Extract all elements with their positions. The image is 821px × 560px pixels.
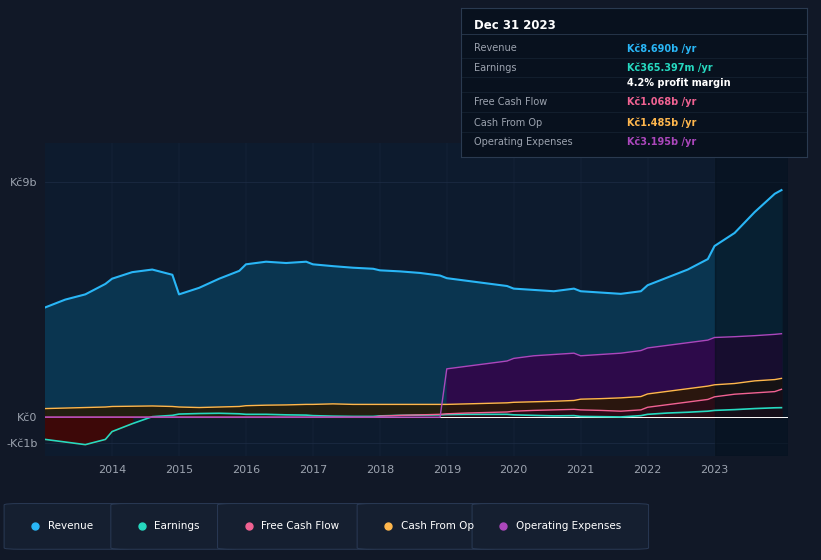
Bar — [714, 143, 788, 456]
Text: Kč3.195b /yr: Kč3.195b /yr — [627, 137, 696, 147]
FancyBboxPatch shape — [111, 503, 238, 549]
Text: Kč1.485b /yr: Kč1.485b /yr — [627, 118, 696, 128]
Text: Cash From Op: Cash From Op — [401, 521, 474, 531]
Text: Free Cash Flow: Free Cash Flow — [261, 521, 339, 531]
Text: Free Cash Flow: Free Cash Flow — [475, 97, 548, 107]
Text: Cash From Op: Cash From Op — [475, 118, 543, 128]
FancyBboxPatch shape — [472, 503, 649, 549]
Text: Operating Expenses: Operating Expenses — [516, 521, 621, 531]
Text: Kč365.397m /yr: Kč365.397m /yr — [627, 63, 713, 73]
Text: Operating Expenses: Operating Expenses — [475, 137, 573, 147]
Text: Dec 31 2023: Dec 31 2023 — [475, 19, 556, 32]
Text: Kč8.690b /yr: Kč8.690b /yr — [627, 43, 696, 54]
Text: Kč1.068b /yr: Kč1.068b /yr — [627, 97, 696, 107]
Text: Earnings: Earnings — [475, 63, 517, 73]
FancyBboxPatch shape — [357, 503, 497, 549]
Text: 4.2% profit margin: 4.2% profit margin — [627, 78, 731, 87]
Text: Revenue: Revenue — [48, 521, 93, 531]
Text: Earnings: Earnings — [154, 521, 200, 531]
FancyBboxPatch shape — [218, 503, 378, 549]
Text: Revenue: Revenue — [475, 44, 517, 53]
FancyBboxPatch shape — [4, 503, 131, 549]
